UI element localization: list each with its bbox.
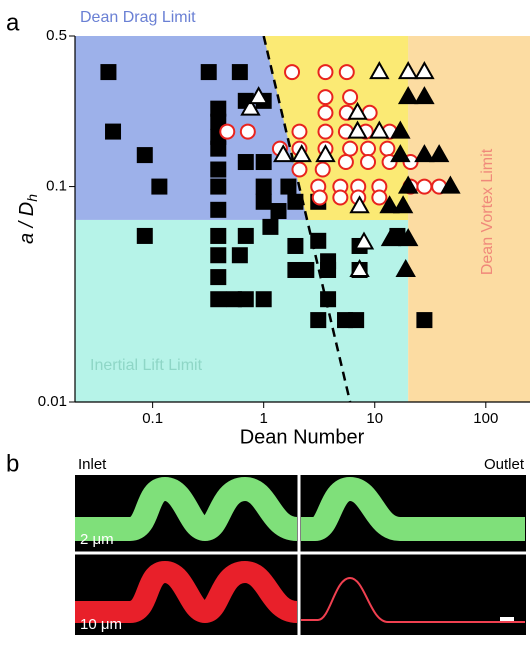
circle-marker	[241, 125, 255, 139]
circle-marker	[318, 65, 332, 79]
square-marker	[106, 125, 120, 139]
circle-marker	[340, 65, 354, 79]
square-marker	[211, 248, 225, 262]
square-marker	[311, 234, 325, 248]
circle-marker	[361, 155, 375, 169]
circle-marker	[313, 190, 327, 204]
square-marker	[299, 263, 313, 277]
square-marker	[211, 270, 225, 284]
y-tick-label: 0.1	[46, 178, 67, 195]
image-label: 10 μm	[80, 616, 122, 633]
circle-marker	[339, 155, 353, 169]
image-label: Outlet	[484, 456, 525, 473]
image-label: Inlet	[78, 456, 107, 473]
square-marker	[263, 220, 277, 234]
square-marker	[211, 203, 225, 217]
square-marker	[233, 248, 247, 262]
square-marker	[211, 292, 225, 306]
x-axis-title: Dean Number	[240, 426, 365, 448]
square-marker	[202, 65, 216, 79]
circle-marker	[361, 142, 375, 156]
micrograph-panel: Inlet Outlet 2 μm 10 μm	[75, 456, 526, 635]
region-label: Dean Vortex Limit	[479, 148, 496, 275]
image-label: 2 μm	[80, 531, 114, 548]
circle-marker	[318, 106, 332, 120]
square-marker	[417, 313, 431, 327]
square-marker	[211, 142, 225, 156]
square-marker	[239, 229, 253, 243]
y-axis-title-text: a / D	[16, 202, 38, 244]
square-marker	[311, 313, 325, 327]
square-marker	[211, 163, 225, 177]
panel-label: a	[6, 9, 20, 36]
y-axis-title: a / Dh	[16, 194, 39, 244]
x-tick-label: 10	[366, 410, 383, 427]
square-marker	[257, 195, 271, 209]
figure: Dean Drag Limit Inertial Lift Limit Dean V…	[0, 0, 530, 648]
circle-marker	[292, 163, 306, 177]
circle-marker	[285, 65, 299, 79]
circle-marker	[343, 142, 357, 156]
scale-bar	[500, 617, 514, 621]
circle-marker	[292, 125, 306, 139]
square-marker	[101, 65, 115, 79]
region-label: Dean Drag Limit	[80, 9, 196, 26]
square-marker	[321, 254, 335, 268]
square-marker	[257, 292, 271, 306]
region-label: Inertial Lift Limit	[90, 357, 203, 374]
x-tick-label: 1	[260, 410, 268, 427]
square-marker	[288, 195, 302, 209]
square-marker	[257, 180, 271, 194]
circle-marker	[417, 180, 431, 194]
circle-marker	[343, 90, 357, 104]
square-marker	[227, 292, 241, 306]
square-marker	[211, 229, 225, 243]
square-marker	[233, 65, 247, 79]
square-marker	[321, 292, 335, 306]
square-marker	[152, 180, 166, 194]
circle-marker	[220, 125, 234, 139]
circle-marker	[318, 125, 332, 139]
x-tick-label: 100	[473, 410, 498, 427]
circle-marker	[380, 142, 394, 156]
square-marker	[239, 155, 253, 169]
square-marker	[257, 155, 271, 169]
square-marker	[211, 102, 225, 116]
square-marker	[138, 229, 152, 243]
square-marker	[211, 180, 225, 194]
circle-marker	[333, 190, 347, 204]
square-marker	[349, 313, 363, 327]
x-tick-label: 0.1	[142, 410, 163, 427]
panel-label: b	[6, 450, 19, 477]
square-marker	[281, 180, 295, 194]
square-marker	[272, 204, 286, 218]
y-tick-label: 0.01	[38, 393, 67, 410]
square-marker	[288, 239, 302, 253]
y-tick-label: 0.5	[46, 27, 67, 44]
circle-marker	[316, 163, 330, 177]
circle-marker	[318, 90, 332, 104]
circle-marker	[372, 190, 386, 204]
square-marker	[138, 148, 152, 162]
plot-area	[75, 36, 530, 402]
y-axis-title-sub: h	[24, 194, 40, 202]
